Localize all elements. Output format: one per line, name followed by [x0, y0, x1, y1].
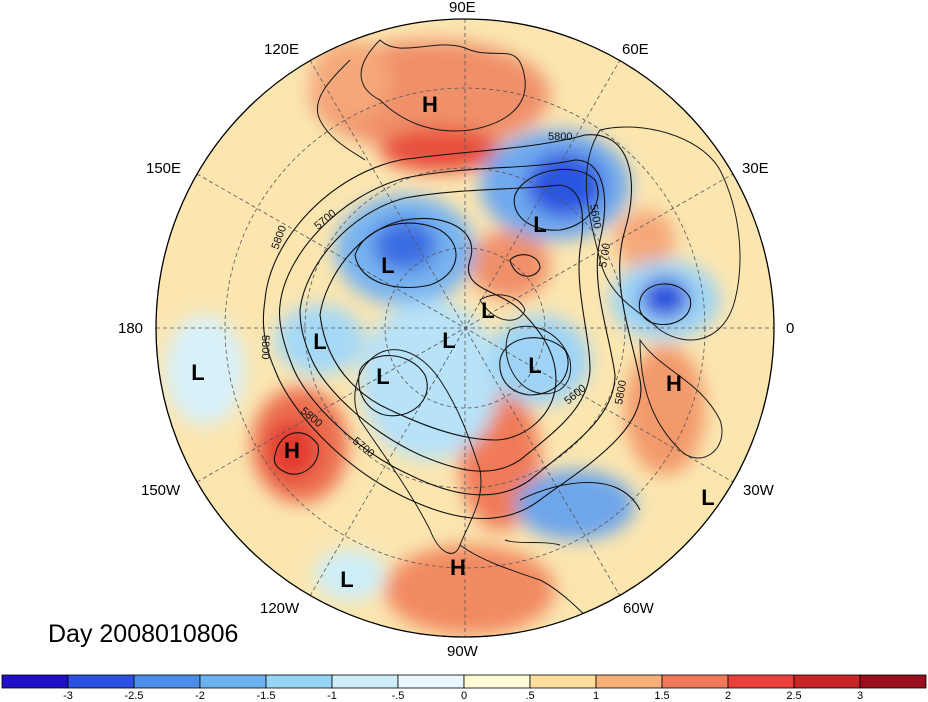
graticule	[156, 19, 774, 637]
colorbar-tick-label: 2.5	[786, 690, 802, 702]
longitude-label-90w: 90W	[447, 643, 478, 660]
day-label: Day 2008010806	[48, 620, 239, 648]
low-center: L	[313, 329, 326, 354]
colorbar-tick-label: -2	[195, 690, 205, 702]
colorbar-swatch	[265, 674, 333, 689]
height-contours	[262, 134, 692, 519]
colorbar-tick-label: -1	[327, 690, 337, 702]
low-center: L	[340, 567, 353, 592]
longitude-label-30w: 30W	[743, 482, 774, 499]
colorbar-swatch	[661, 674, 729, 689]
anomaly-field	[156, 19, 774, 637]
colorbar-tick-label: 3	[856, 690, 864, 702]
colorbar-swatch	[859, 674, 927, 689]
colorbar-tick-label: 2	[724, 690, 732, 702]
high-center: H	[666, 371, 682, 396]
colorbar-swatch	[199, 674, 267, 689]
high-center: H	[450, 555, 466, 580]
polar-stereographic-map: 5800 5800 5800 5800 5800 5700 5700 5600 …	[155, 18, 775, 638]
contour-label: 5600	[587, 203, 603, 229]
low-center: L	[528, 353, 541, 378]
colorbar-tick-label: -3	[63, 690, 73, 702]
longitude-label-0: 0	[786, 320, 795, 337]
colorbar-tick-label: -1.5	[256, 690, 276, 702]
contour-label: 5800	[613, 379, 629, 405]
colorbar-swatch	[133, 674, 201, 689]
low-center: L	[376, 364, 389, 389]
colorbar-swatch	[727, 674, 795, 689]
colorbar-tick-label: 1	[592, 690, 600, 702]
high-center: H	[284, 438, 300, 463]
colorbar-swatch	[1, 674, 69, 689]
contour-label: 5800	[259, 335, 271, 359]
longitude-label-150w: 150W	[141, 482, 181, 499]
low-center: L	[381, 253, 394, 278]
colorbar	[1, 674, 927, 689]
colorbar-swatch	[331, 674, 399, 689]
colorbar-swatch	[67, 674, 135, 689]
longitude-label-150e: 150E	[146, 160, 182, 177]
low-center: L	[481, 298, 494, 323]
colorbar-swatch	[397, 674, 465, 689]
low-center: L	[701, 485, 714, 510]
colorbar-tick-label: -.5	[391, 690, 405, 702]
pressure-centers: H H H H H L L L L L L L L L L L	[191, 92, 714, 592]
longitude-label-90e: 90E	[449, 0, 476, 16]
colorbar-swatch	[529, 674, 597, 689]
colorbar-tick-label: .5	[525, 690, 535, 702]
longitude-label-180: 180	[118, 320, 144, 337]
colorbar-tick-label: 1.5	[654, 690, 670, 702]
colorbar-tick-label: 0	[460, 690, 468, 702]
contour-label: 5700	[597, 242, 613, 268]
coastlines	[316, 39, 741, 631]
longitude-label-60e: 60E	[622, 41, 649, 58]
colorbar-swatch	[463, 674, 531, 689]
colorbar-swatch	[595, 674, 663, 689]
high-center: H	[422, 92, 438, 117]
longitude-label-60w: 60W	[623, 600, 654, 617]
longitude-label-30e: 30E	[742, 160, 769, 177]
low-center: L	[533, 212, 546, 237]
contour-label: 5800	[548, 131, 572, 143]
longitude-label-120w: 120W	[260, 600, 300, 617]
map-boundary	[155, 18, 775, 638]
low-center: L	[191, 360, 204, 385]
contour-labels: 5800 5800 5800 5800 5800 5700 5700 5600 …	[259, 131, 629, 460]
low-center: L	[442, 328, 455, 353]
longitude-label-120e: 120E	[264, 41, 300, 58]
colorbar-swatch	[793, 674, 861, 689]
colorbar-tick-label: -2.5	[124, 690, 144, 702]
